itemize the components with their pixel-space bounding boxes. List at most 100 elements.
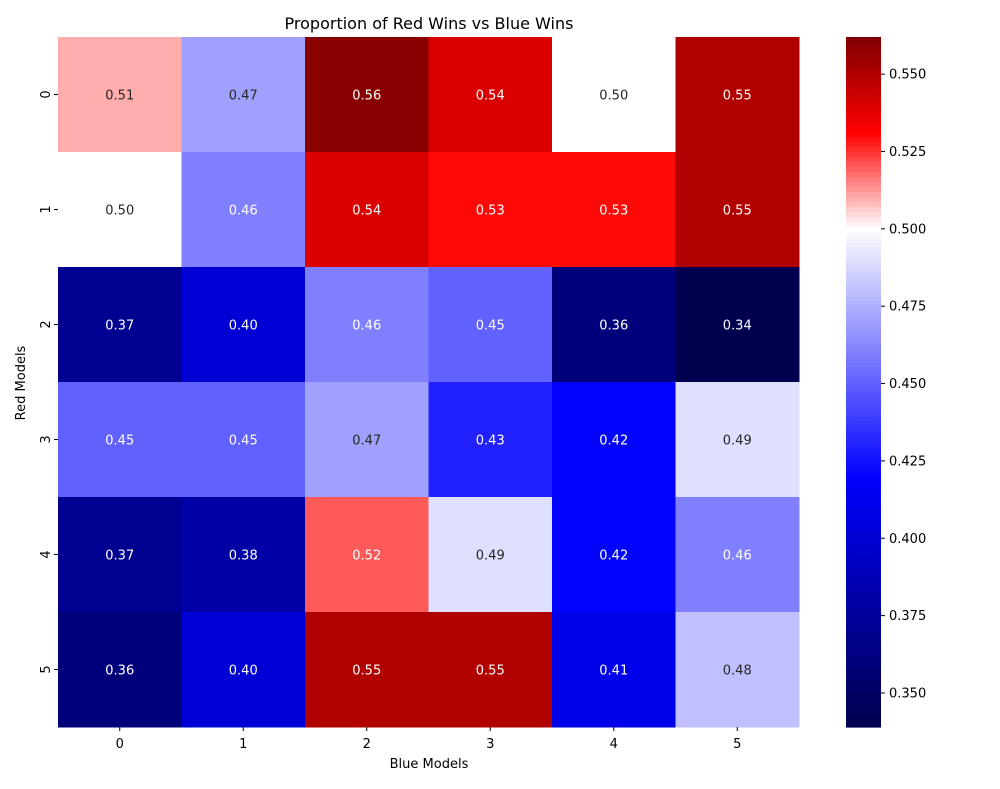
colorbar-gradient-step: [846, 307, 881, 313]
heatmap-cell: [675, 382, 800, 498]
colorbar-tick-label: 0.350: [889, 686, 926, 701]
colorbar-gradient-step: [846, 57, 881, 63]
colorbar-gradient-step: [846, 162, 881, 168]
colorbar-gradient-step: [846, 642, 881, 648]
colorbar-gradient-step: [846, 522, 881, 528]
colorbar-gradient-step: [846, 542, 881, 548]
cell-value-label: 0.55: [476, 664, 505, 679]
cell-value-label: 0.45: [105, 434, 134, 449]
colorbar-gradient-step: [846, 632, 881, 638]
colorbar-gradient-step: [846, 287, 881, 293]
colorbar-tick-label: 0.475: [889, 300, 926, 315]
colorbar-gradient-step: [846, 227, 881, 233]
heatmap-cell: [58, 37, 182, 153]
cell-value-label: 0.53: [599, 204, 628, 219]
colorbar-tick-label: 0.550: [889, 68, 926, 83]
x-axis-label: Blue Models: [390, 757, 469, 772]
heatmap-cell: [552, 267, 676, 383]
x-tick-label: 0: [116, 737, 124, 752]
cell-value-label: 0.55: [723, 89, 752, 104]
colorbar-gradient-step: [846, 367, 881, 373]
colorbar-gradient-step: [846, 52, 881, 58]
x-tick-label: 2: [363, 737, 371, 752]
colorbar-tick-label: 0.400: [889, 532, 926, 547]
cell-value-label: 0.37: [105, 549, 134, 564]
colorbar-gradient-step: [846, 487, 881, 493]
colorbar-gradient-step: [846, 647, 881, 653]
colorbar-gradient-step: [846, 527, 881, 533]
colorbar-gradient-step: [846, 217, 881, 223]
colorbar-gradient-step: [846, 62, 881, 68]
colorbar-gradient-step: [846, 687, 881, 693]
colorbar-gradient-step: [846, 497, 881, 503]
colorbar-gradient-step: [846, 92, 881, 98]
y-tick-label: 5: [39, 665, 54, 673]
colorbar-gradient-step: [846, 587, 881, 593]
colorbar-gradient-step: [846, 42, 881, 48]
colorbar-gradient-step: [846, 432, 881, 438]
heatmap-cell: [58, 152, 182, 268]
x-tick-label: 4: [610, 737, 618, 752]
colorbar-gradient-step: [846, 492, 881, 498]
heatmap-cell: [428, 152, 553, 268]
colorbar-gradient-step: [846, 602, 881, 608]
heatmap-cell: [58, 612, 182, 728]
colorbar-gradient-step: [846, 682, 881, 688]
heatmap-cell: [181, 152, 306, 268]
cell-value-label: 0.56: [352, 89, 381, 104]
colorbar-gradient-step: [846, 662, 881, 668]
colorbar-gradient-step: [846, 322, 881, 328]
heatmap-cell: [181, 382, 306, 498]
colorbar-gradient-step: [846, 482, 881, 488]
cell-value-label: 0.49: [476, 549, 505, 564]
colorbar-gradient-step: [846, 392, 881, 398]
colorbar-tick-label: 0.425: [889, 454, 926, 469]
heatmap-cell: [181, 612, 306, 728]
colorbar-gradient-step: [846, 547, 881, 553]
colorbar-gradient-step: [846, 237, 881, 243]
cell-value-label: 0.37: [105, 319, 134, 334]
colorbar-gradient-step: [846, 372, 881, 378]
colorbar-gradient-step: [846, 692, 881, 698]
colorbar-gradient-step: [846, 312, 881, 318]
colorbar-gradient-step: [846, 187, 881, 193]
cell-value-label: 0.55: [352, 664, 381, 679]
colorbar-gradient-step: [846, 172, 881, 178]
y-axis-label: Red Models: [14, 345, 29, 420]
cell-value-label: 0.55: [723, 204, 752, 219]
heatmap-cell: [552, 382, 676, 498]
colorbar-gradient-step: [846, 407, 881, 413]
colorbar-gradient-step: [846, 252, 881, 258]
colorbar-gradient-step: [846, 517, 881, 523]
colorbar-gradient-step: [846, 617, 881, 623]
heatmap-cells: [58, 37, 800, 728]
colorbar-gradient-step: [846, 342, 881, 348]
y-tick-label: 3: [39, 435, 54, 443]
colorbar-gradient-step: [846, 577, 881, 583]
colorbar-gradient-step: [846, 592, 881, 598]
cell-value-label: 0.34: [723, 319, 752, 334]
cell-value-label: 0.54: [352, 204, 381, 219]
cell-value-label: 0.51: [105, 89, 134, 104]
colorbar-gradient-step: [846, 352, 881, 358]
cell-value-label: 0.36: [599, 319, 628, 334]
x-axis-ticks: 0 1 2 3 4 5: [116, 727, 741, 752]
colorbar-gradient-step: [846, 417, 881, 423]
cell-value-label: 0.45: [476, 319, 505, 334]
colorbar-gradient-step: [846, 627, 881, 633]
colorbar-gradient-step: [846, 537, 881, 543]
heatmap-cell: [675, 267, 800, 383]
colorbar-gradient-step: [846, 472, 881, 478]
colorbar-gradient-step: [846, 267, 881, 273]
heatmap-cell: [675, 37, 800, 153]
cell-value-label: 0.50: [105, 204, 134, 219]
cell-value-label: 0.54: [476, 89, 505, 104]
colorbar-gradient-step: [846, 452, 881, 458]
colorbar-gradient-step: [846, 167, 881, 173]
heatmap-cell: [58, 382, 182, 498]
colorbar-gradient-step: [846, 67, 881, 73]
cell-value-label: 0.49: [723, 434, 752, 449]
colorbar-gradient-step: [846, 607, 881, 613]
colorbar-gradient-step: [846, 202, 881, 208]
